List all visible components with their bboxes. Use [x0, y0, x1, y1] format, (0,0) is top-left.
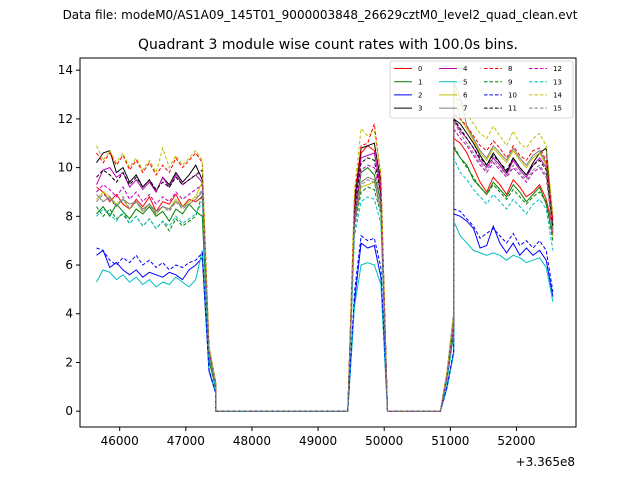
- legend-label-15: 15: [553, 105, 562, 113]
- series-line-13: [96, 157, 554, 412]
- y-tick-label: 6: [65, 258, 73, 272]
- legend-label-14: 14: [553, 92, 562, 100]
- axes-frame: [79, 57, 577, 428]
- legend-box: [389, 60, 574, 119]
- y-tick-label: 12: [58, 112, 73, 126]
- legend-label-12: 12: [553, 65, 562, 73]
- legend-label-10: 10: [508, 92, 517, 100]
- y-axis: 0 2 4 6 8 10 12 14: [58, 63, 80, 418]
- legend-label-11: 11: [508, 105, 517, 113]
- y-tick-label: 8: [65, 209, 73, 223]
- legend-label-1: 1: [418, 78, 422, 86]
- legend-label-4: 4: [463, 65, 468, 73]
- series-line-12: [96, 126, 554, 412]
- y-tick-label: 2: [65, 355, 73, 369]
- plot-area: [96, 82, 554, 412]
- series-line-15: [96, 121, 554, 412]
- legend-label-13: 13: [553, 78, 562, 86]
- x-tick-label: 46000: [101, 434, 139, 448]
- y-tick-label: 4: [65, 307, 73, 321]
- legend-label-5: 5: [463, 78, 467, 86]
- chart-title: Quadrant 3 module wise count rates with …: [138, 37, 518, 53]
- legend-label-2: 2: [418, 92, 422, 100]
- legend-label-3: 3: [418, 105, 422, 113]
- y-tick-label: 14: [58, 63, 73, 77]
- legend-label-7: 7: [463, 105, 467, 113]
- x-tick-label: 48000: [233, 434, 271, 448]
- y-tick-label: 10: [58, 161, 73, 175]
- legend-label-9: 9: [508, 78, 512, 86]
- x-tick-label: 49000: [299, 434, 337, 448]
- x-tick-label: 50000: [365, 434, 403, 448]
- series-line-6: [96, 84, 554, 412]
- x-tick-label: 47000: [167, 434, 205, 448]
- x-tick-label: 52000: [497, 434, 535, 448]
- series-line-2: [96, 213, 554, 412]
- legend-label-6: 6: [463, 92, 468, 100]
- series-line-1: [96, 146, 554, 412]
- chart-suptitle: Data file: modeM0/AS1A09_145T01_90000038…: [63, 8, 578, 22]
- series-line-9: [96, 145, 554, 412]
- legend-label-8: 8: [508, 65, 512, 73]
- series-line-14: [96, 87, 554, 412]
- legend-label-0: 0: [418, 65, 422, 73]
- series-line-10: [96, 208, 554, 412]
- y-tick-label: 0: [65, 404, 73, 418]
- series-line-5: [96, 220, 554, 412]
- x-tick-label: 51000: [431, 434, 469, 448]
- x-axis: 46000 47000 48000 49000 50000 51000 52000: [101, 427, 536, 448]
- series-line-8: [96, 113, 554, 412]
- x-axis-offset-label: +3.365e8: [516, 455, 575, 469]
